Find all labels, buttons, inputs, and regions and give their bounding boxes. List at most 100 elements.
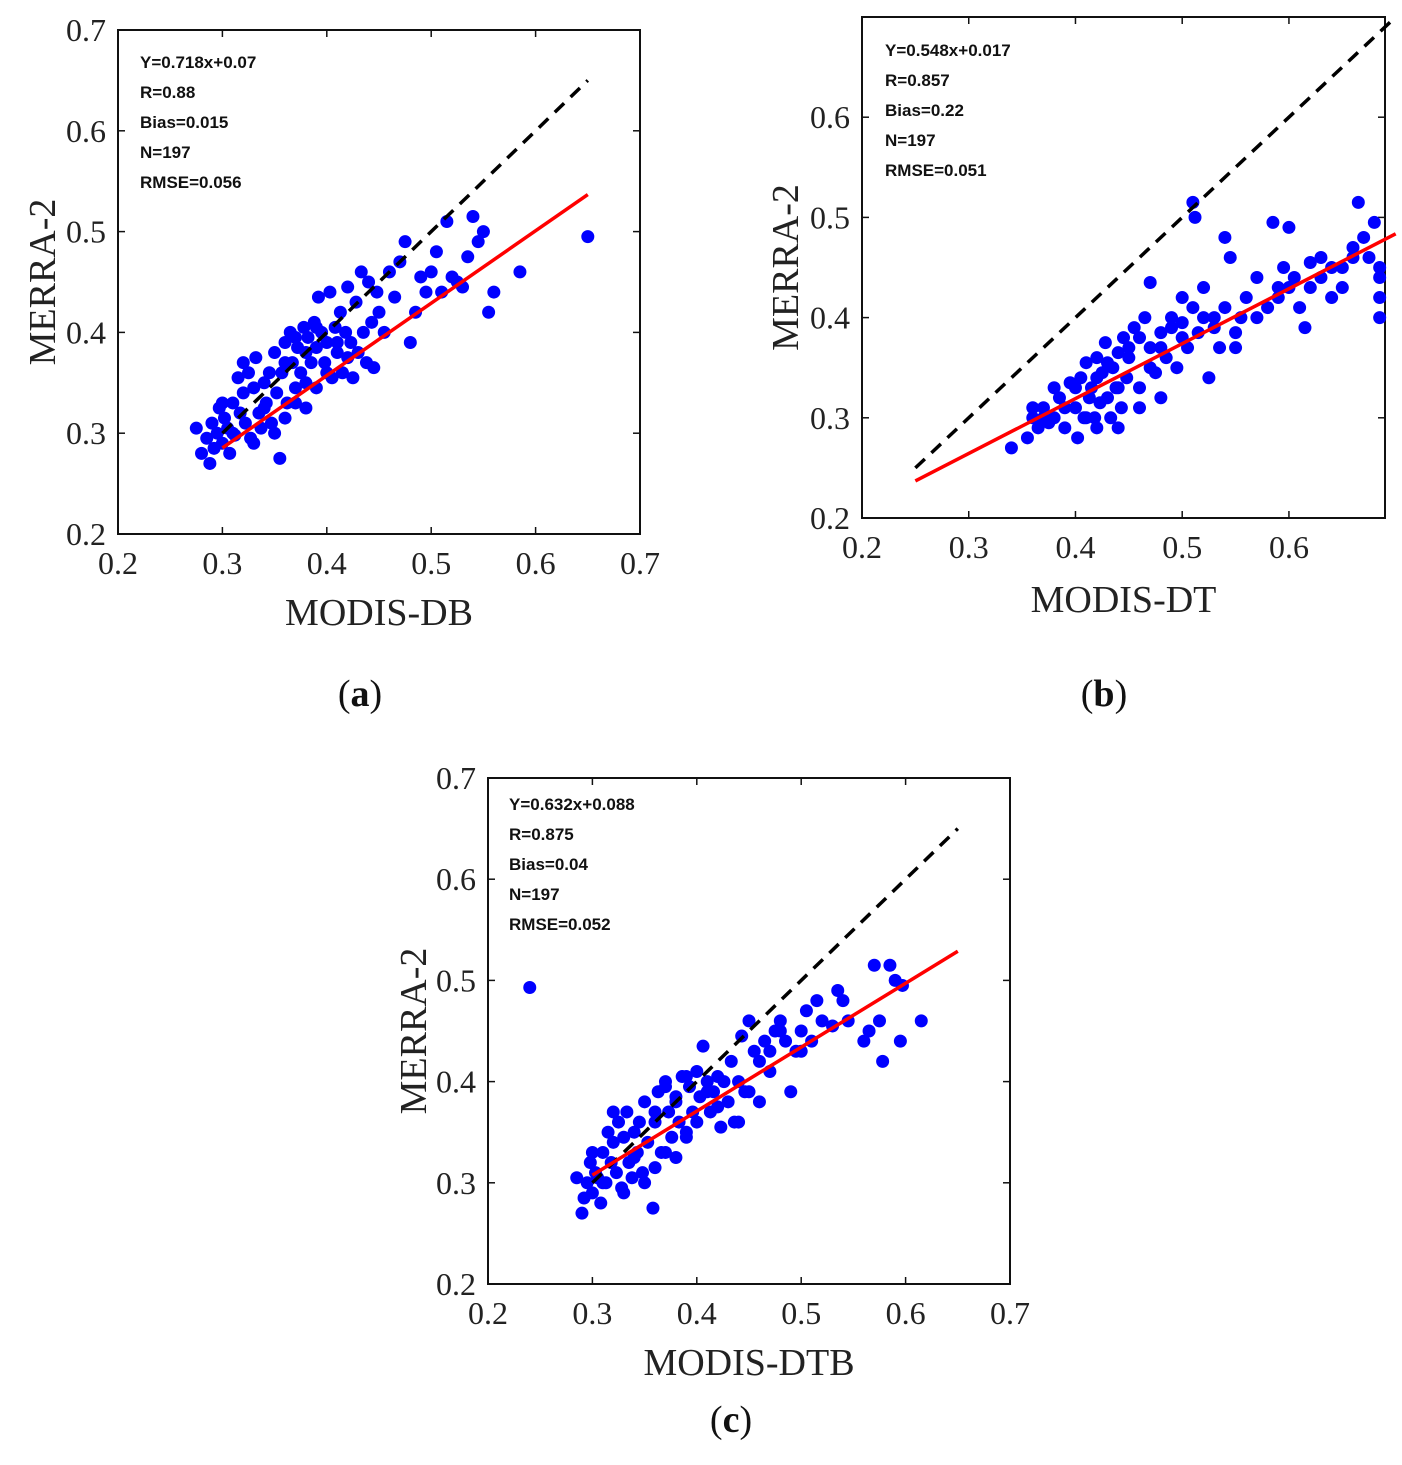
chart-a-point bbox=[231, 371, 245, 385]
chart-c-point bbox=[662, 1105, 676, 1119]
chart-c-point bbox=[575, 1206, 589, 1220]
chart-c-point bbox=[580, 1176, 594, 1190]
chart-c-point bbox=[690, 1115, 704, 1129]
chart-b-xtick-label: 0.6 bbox=[1269, 529, 1309, 565]
chart-a-point bbox=[294, 366, 308, 380]
chart-c-panel-label: (c) bbox=[710, 1399, 752, 1441]
chart-a-stat-line: Bias=0.015 bbox=[140, 113, 228, 132]
chart-b-point bbox=[1133, 401, 1147, 415]
chart-c-ytick-label: 0.5 bbox=[436, 962, 476, 998]
chart-b-point bbox=[1090, 421, 1104, 435]
chart-c-stat-line: Y=0.632x+0.088 bbox=[509, 795, 635, 814]
chart-a-point bbox=[247, 436, 261, 450]
chart-b-stat-line: R=0.857 bbox=[885, 71, 950, 90]
chart-b-point bbox=[1020, 431, 1034, 445]
chart-c-point bbox=[609, 1166, 623, 1180]
chart-c-point bbox=[732, 1115, 746, 1129]
chart-c-plot-frame bbox=[487, 777, 1011, 1285]
chart-a-stat-line: N=197 bbox=[140, 143, 191, 162]
chart-a-point bbox=[257, 376, 271, 390]
chart-b-xtick-label: 0.2 bbox=[842, 529, 882, 565]
chart-a-point bbox=[297, 320, 311, 334]
chart-c-point bbox=[594, 1196, 608, 1210]
chart-a-panel-label: (a) bbox=[338, 673, 382, 715]
chart-b-point bbox=[1303, 255, 1317, 269]
chart-a-xtick-label: 0.2 bbox=[98, 545, 138, 581]
chart-a-point bbox=[403, 335, 417, 349]
chart-b-point bbox=[1117, 331, 1130, 345]
chart-c-point bbox=[606, 1105, 620, 1119]
chart-c-point bbox=[648, 1105, 662, 1119]
chart-c-point bbox=[679, 1130, 693, 1144]
chart-a-point bbox=[328, 320, 342, 334]
chart-c-stat-line: R=0.875 bbox=[509, 825, 574, 844]
chart-b-ytick-label: 0.2 bbox=[810, 500, 850, 536]
chart-a-point bbox=[275, 366, 289, 380]
chart-a-point bbox=[482, 305, 496, 319]
chart-c-point bbox=[627, 1125, 641, 1139]
chart-b-point bbox=[1068, 381, 1082, 395]
chart-b-stat-line: Y=0.548x+0.017 bbox=[885, 41, 1011, 60]
chart-b-point bbox=[1090, 371, 1104, 385]
chart-a-xtick-label: 0.4 bbox=[307, 545, 347, 581]
chart-b-point bbox=[1154, 326, 1168, 340]
chart-b-point bbox=[1143, 276, 1157, 290]
chart-a-ytick-label: 0.4 bbox=[66, 314, 106, 350]
chart-c-point bbox=[836, 994, 850, 1008]
chart-c-point bbox=[627, 1151, 641, 1164]
chart-a-point bbox=[189, 421, 203, 435]
chart-b-point bbox=[1218, 301, 1232, 315]
chart-a-point bbox=[581, 230, 595, 244]
chart-a-point bbox=[335, 366, 349, 380]
chart-c-point bbox=[669, 1151, 683, 1164]
chart-b-ytick-label: 0.3 bbox=[810, 400, 850, 436]
chart-c-point bbox=[714, 1120, 728, 1134]
chart-c-point bbox=[815, 1014, 829, 1028]
chart-c-point bbox=[658, 1145, 672, 1159]
chart-a-point bbox=[344, 335, 358, 349]
chart-b-point bbox=[1026, 401, 1040, 415]
chart-c-point bbox=[914, 1014, 928, 1028]
chart-a-point bbox=[200, 431, 214, 445]
chart-c-xtick-label: 0.3 bbox=[572, 1295, 612, 1331]
chart-c-point bbox=[585, 1145, 599, 1159]
chart-c-point bbox=[883, 958, 897, 972]
chart-b-point bbox=[1133, 331, 1147, 345]
chart-c-point bbox=[612, 1115, 625, 1129]
chart-b-point bbox=[1362, 250, 1376, 264]
chart-b-point bbox=[1133, 381, 1147, 395]
chart-b-point bbox=[1373, 291, 1387, 305]
chart-a-point bbox=[471, 235, 485, 249]
chart-a-ytick-label: 0.6 bbox=[66, 113, 106, 149]
chart-c-point bbox=[632, 1115, 646, 1129]
chart-a-stat-line: R=0.88 bbox=[140, 83, 195, 102]
chart-b-point bbox=[1351, 195, 1365, 209]
chart-c-ytick-label: 0.4 bbox=[436, 1064, 476, 1100]
chart-c-point bbox=[893, 1034, 907, 1048]
chart-b-point bbox=[1111, 421, 1125, 435]
chart-b-ytick-label: 0.6 bbox=[810, 99, 850, 135]
chart-a-plot-frame bbox=[117, 29, 641, 535]
chart-b-point bbox=[1197, 311, 1211, 325]
chart-a-point bbox=[203, 456, 217, 470]
chart-b-point bbox=[1079, 411, 1093, 425]
chart-a-point bbox=[205, 416, 219, 430]
chart-b-point bbox=[1250, 271, 1264, 285]
chart-b-point bbox=[1373, 261, 1387, 274]
chart-a-point bbox=[268, 426, 282, 440]
chart-a-point bbox=[333, 305, 347, 319]
chart-c-fit-line bbox=[591, 949, 959, 1177]
chart-c-point bbox=[583, 1156, 597, 1170]
chart-b-point bbox=[1346, 240, 1360, 254]
chart-a-xtick-label: 0.3 bbox=[202, 545, 242, 581]
chart-b-point bbox=[1367, 215, 1381, 229]
chart-b-point bbox=[1223, 250, 1237, 264]
chart-b-point bbox=[1266, 215, 1280, 229]
chart-b-point bbox=[1071, 431, 1085, 445]
chart-c-point bbox=[617, 1130, 631, 1144]
chart-b-point bbox=[1079, 356, 1093, 370]
chart-a-point bbox=[388, 290, 402, 304]
chart-a-point bbox=[223, 446, 237, 460]
chart-c-point bbox=[646, 1201, 660, 1215]
chart-c-point bbox=[625, 1171, 639, 1185]
